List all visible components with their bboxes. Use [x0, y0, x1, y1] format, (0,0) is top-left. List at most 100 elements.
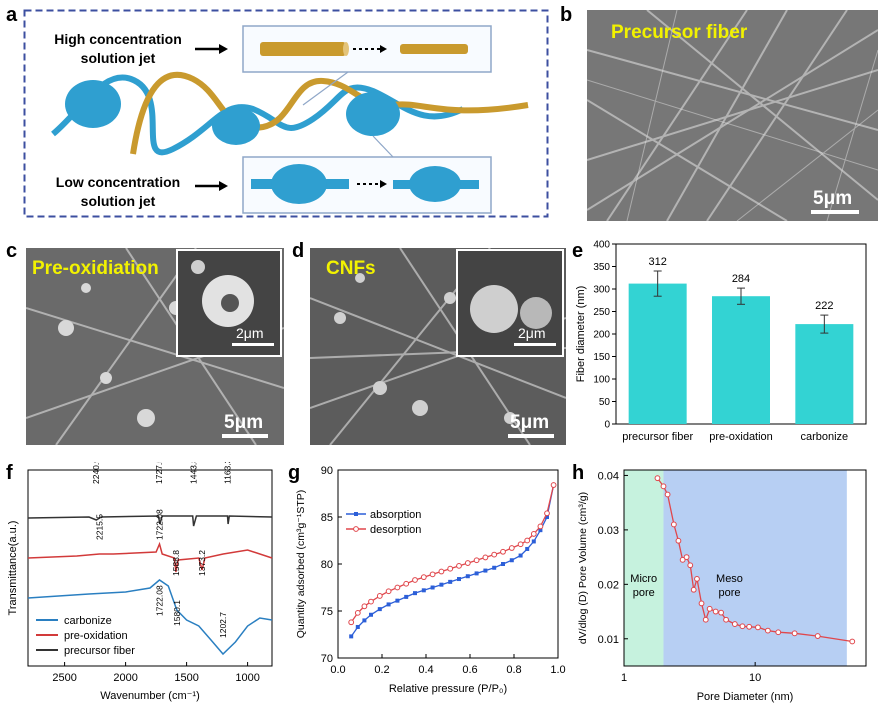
data-point	[698, 600, 705, 607]
data-point	[518, 553, 523, 558]
data-point	[474, 571, 479, 576]
y-tick-label: 0.04	[598, 470, 619, 482]
low-label-line2: solution jet	[81, 193, 156, 209]
x-tick-label: 0.0	[330, 664, 345, 676]
x-tick-label: 1500	[174, 672, 198, 684]
data-point	[683, 554, 690, 561]
data-point	[448, 579, 453, 584]
data-point	[718, 609, 725, 616]
x-axis-label: Wavenumber (cm⁻¹)	[100, 690, 200, 702]
legend-label: absorption	[370, 509, 421, 521]
y-axis-label: Transmittance(a.u.)	[7, 521, 19, 616]
panel-letter-c: c	[6, 240, 18, 262]
data-point	[530, 531, 537, 537]
panel-letter-e: e	[572, 240, 584, 262]
data-point	[739, 623, 746, 630]
x-axis-label: Relative pressure (P/P₀)	[389, 683, 507, 695]
data-label: 312	[648, 256, 666, 268]
data-point	[690, 586, 697, 593]
data-point	[694, 575, 700, 582]
x-tick-label: 10	[749, 672, 761, 684]
series-line	[27, 579, 273, 656]
chart-g-isotherm: 0.0 0.2 0.4 0.6 0.8 1.0 70 75 80 85 90 Relative pre…	[295, 465, 566, 695]
data-point	[362, 618, 367, 623]
data-point	[755, 624, 761, 631]
data-point	[525, 546, 530, 551]
plot-frame	[623, 469, 867, 667]
data-point	[775, 629, 782, 636]
region-0	[624, 470, 664, 666]
y-tick-label: 80	[321, 559, 333, 571]
data-point	[492, 565, 497, 570]
data-point	[395, 598, 400, 603]
legend-marker	[354, 512, 358, 516]
data-point	[537, 523, 544, 530]
data-point	[465, 574, 470, 579]
scale-text-d: 5μm	[510, 412, 550, 433]
series-line	[27, 541, 273, 573]
peak-annotation: 1443.8	[188, 462, 198, 484]
data-point	[403, 580, 410, 587]
peak-annotation: 2240.9	[91, 462, 101, 484]
legend-marker	[353, 526, 359, 532]
data-point	[538, 528, 543, 533]
bar	[795, 324, 854, 424]
series-line	[27, 515, 273, 527]
legend-label: desorption	[370, 524, 421, 536]
scale-bar-b	[811, 210, 859, 214]
data-label: 222	[815, 300, 833, 312]
y-tick-label: 400	[593, 240, 610, 251]
data-point	[447, 565, 454, 572]
region-label: pore	[718, 587, 740, 599]
data-point	[545, 515, 549, 519]
inset-scale-text-c: 2μm	[236, 325, 264, 341]
data-point	[675, 537, 682, 544]
data-point	[457, 577, 461, 582]
legend-label: carbonize	[64, 615, 112, 627]
y-tick-label: 350	[593, 262, 610, 273]
peak-annotation: 2215.5	[94, 514, 104, 540]
inset-scale-bar-c	[232, 343, 274, 346]
data-point	[500, 548, 506, 555]
data-point	[670, 521, 677, 528]
plot-frame	[337, 469, 559, 659]
x-tick-label: 0.6	[462, 664, 477, 676]
x-tick-label: 0.8	[506, 664, 521, 676]
bar	[628, 283, 687, 424]
y-tick-label: 0	[604, 420, 610, 431]
y-tick-label: 150	[593, 352, 610, 363]
data-point	[368, 598, 374, 605]
panel-letter-f: f	[6, 462, 13, 484]
region-label: Micro	[630, 573, 657, 585]
y-tick-label: 300	[593, 285, 610, 296]
data-point	[849, 638, 856, 645]
data-point	[394, 584, 401, 591]
x-tick-label: 0.2	[374, 664, 389, 676]
data-point	[361, 603, 368, 610]
x-axis-label: Pore Diameter (nm)	[697, 691, 794, 703]
data-point	[473, 557, 480, 564]
inset-scale-text-d: 2μm	[518, 325, 546, 341]
plot-frame	[27, 469, 273, 667]
data-point	[386, 602, 391, 607]
data-point	[349, 634, 354, 639]
data-point	[412, 577, 418, 583]
peak-annotation: 1588.8	[171, 550, 181, 576]
low-label-line1: Low concentration	[56, 174, 180, 190]
data-point	[508, 545, 515, 551]
data-point	[664, 491, 671, 498]
y-tick-label: 100	[593, 375, 610, 386]
data-point	[464, 560, 471, 566]
data-label: 284	[732, 273, 750, 285]
data-point	[814, 633, 821, 639]
data-point	[430, 585, 435, 590]
data-point	[482, 554, 489, 561]
data-point	[550, 482, 557, 488]
y-tick-label: 250	[593, 307, 610, 318]
sem-image-cnfs: CNFs 2μm 5μm	[310, 248, 566, 445]
panel-letter-a: a	[6, 4, 18, 26]
data-point	[483, 568, 488, 573]
data-point	[376, 593, 383, 599]
x-tick-label: pre-oxidation	[709, 431, 773, 443]
data-point	[456, 562, 462, 569]
